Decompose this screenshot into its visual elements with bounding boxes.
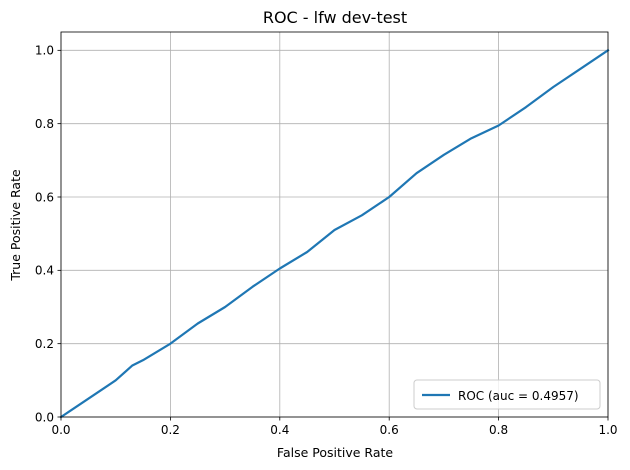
y-tick-label: 0.4 [35,264,54,278]
plot-area-frame [60,31,609,418]
legend-label: ROC (auc = 0.4957) [458,389,579,403]
y-tick-label: 1.0 [35,44,54,58]
series-layer [59,48,610,419]
y-tick-label: 0.6 [35,190,54,204]
x-tick-label: 0.0 [51,423,70,437]
x-tick-label: 0.6 [380,423,399,437]
x-tick-label: 0.8 [489,423,508,437]
y-tick-label: 0.0 [35,410,54,424]
y-tick-label: 0.2 [35,337,54,351]
y-tick-label: 0.8 [35,117,54,131]
legend: ROC (auc = 0.4957) [413,379,601,410]
roc-curve-line [59,48,610,419]
x-axis-label: False Positive Rate [277,445,393,460]
y-axis-label: True Positive Rate [8,169,23,282]
x-tick-label: 1.0 [598,423,617,437]
axis-ticks: 0.0 0.2 0.4 0.6 0.8 1.0 0.0 0.2 0.4 0.6 0.8 1.0 [35,44,618,437]
x-tick-label: 0.4 [270,423,289,437]
x-tick-label: 0.2 [161,423,180,437]
legend-box [413,379,601,410]
chart-title: ROC - lfw dev-test [263,8,407,27]
